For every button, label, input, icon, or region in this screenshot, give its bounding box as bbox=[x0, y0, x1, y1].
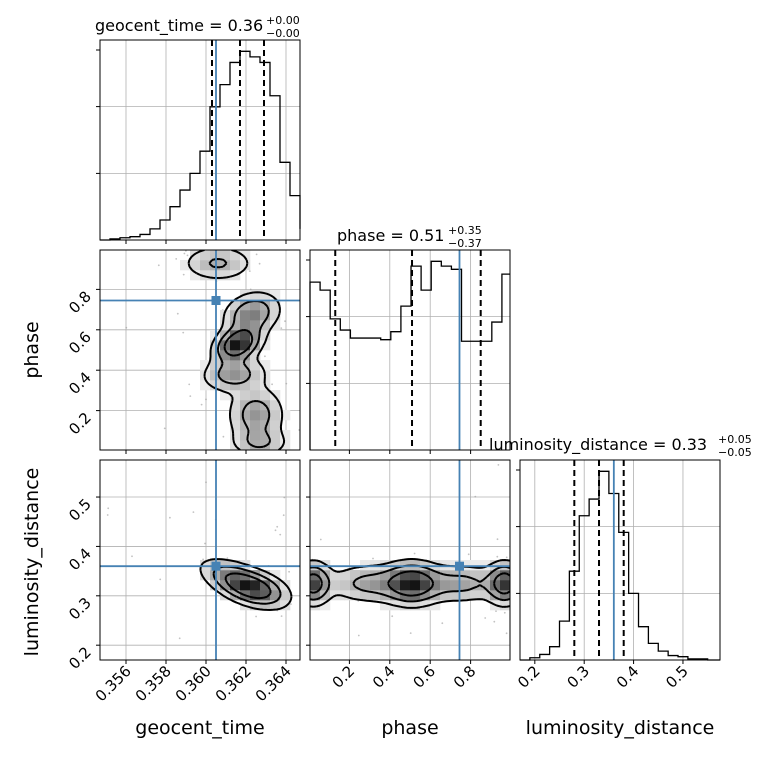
title-geocent-time: geocent_time = 0.36 bbox=[95, 16, 263, 36]
density-raster bbox=[180, 250, 291, 450]
ylabel-luminosity-distance: luminosity_distance bbox=[21, 468, 43, 657]
scatter-samples bbox=[310, 464, 510, 637]
scatter-samples bbox=[106, 481, 292, 640]
ytick-label: 0.4 bbox=[65, 545, 95, 575]
panel-frame bbox=[309, 249, 511, 451]
title-geocent-time-sup: +0.00 bbox=[266, 14, 300, 27]
xtick-label: 0.360 bbox=[172, 662, 215, 705]
marginal-luminosity-distance bbox=[516, 459, 721, 661]
title-phase: phase = 0.51 bbox=[337, 226, 444, 245]
ytick-label: 0.2 bbox=[65, 643, 95, 673]
ytick-label: 0.2 bbox=[65, 409, 95, 439]
title-luminosity-distance-sub: −0.05 bbox=[718, 446, 752, 459]
panel-frame bbox=[99, 39, 301, 241]
contour-lines bbox=[310, 558, 510, 609]
xtick-label: 0.8 bbox=[450, 662, 480, 692]
histogram-step bbox=[100, 50, 301, 241]
xtick-label: 0.362 bbox=[212, 662, 255, 705]
contour-lines bbox=[187, 250, 286, 450]
xtick-label: 0.5 bbox=[662, 662, 692, 692]
title-luminosity-distance-sup: +0.05 bbox=[718, 433, 752, 446]
panel-frame bbox=[99, 249, 301, 451]
ytick-label: 0.4 bbox=[65, 368, 95, 398]
ylabel-phase: phase bbox=[21, 321, 43, 378]
xlabel-geocent-time: geocent_time bbox=[135, 717, 264, 739]
xtick-label: 0.364 bbox=[252, 662, 295, 705]
xtick-label: 0.358 bbox=[132, 662, 175, 705]
title-geocent-time-sub: −0.00 bbox=[266, 27, 300, 40]
xtick-label: 0.4 bbox=[369, 662, 399, 692]
ytick-label: 0.5 bbox=[65, 495, 95, 525]
xtick-label: 0.3 bbox=[563, 662, 593, 692]
title-phase-sup: +0.35 bbox=[448, 224, 482, 237]
ytick-label: 0.6 bbox=[65, 328, 95, 358]
panel-frame bbox=[519, 459, 721, 661]
histogram-step bbox=[309, 260, 510, 450]
truth-marker bbox=[211, 296, 221, 306]
xtick-label: 0.6 bbox=[409, 662, 439, 692]
marginal-geocent-time bbox=[96, 39, 301, 241]
marginal-phase bbox=[306, 249, 511, 451]
xtick-label: 0.356 bbox=[92, 662, 135, 705]
title-phase-sub: −0.37 bbox=[448, 237, 482, 250]
histogram-step bbox=[520, 470, 720, 661]
xtick-label: 0.2 bbox=[514, 662, 544, 692]
joint-luminosity-distance-vs-geocent-time bbox=[99, 459, 301, 661]
xlabel-luminosity-distance: luminosity_distance bbox=[526, 717, 715, 739]
joint-luminosity-distance-vs-phase bbox=[309, 459, 511, 661]
title-luminosity-distance: luminosity_distance = 0.33 bbox=[489, 435, 707, 455]
truth-marker bbox=[454, 561, 464, 571]
ytick-label: 0.8 bbox=[65, 287, 95, 317]
xtick-label: 0.2 bbox=[329, 662, 359, 692]
joint-phase-vs-geocent-time bbox=[99, 249, 301, 451]
xtick-label: 0.4 bbox=[613, 662, 643, 692]
truth-marker bbox=[211, 561, 221, 571]
panel-frame bbox=[309, 459, 511, 661]
xlabel-phase: phase bbox=[381, 717, 438, 739]
panel-frame bbox=[99, 459, 301, 661]
ytick-label: 0.3 bbox=[65, 594, 95, 624]
